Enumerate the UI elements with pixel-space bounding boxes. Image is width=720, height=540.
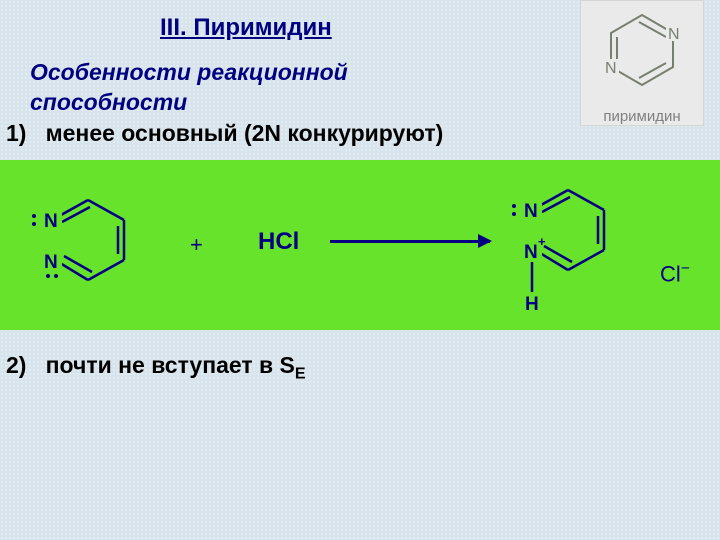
reactant-pyrimidine-icon: N N [20, 178, 160, 318]
cl-text: Cl [660, 261, 681, 286]
point2-text: почти не вступает в S [46, 352, 295, 378]
svg-text:N: N [524, 242, 538, 263]
bullet-point-1: 1) менее основный (2N конкурируют) [6, 120, 443, 147]
subtitle-line1: Особенности реакционной [30, 59, 348, 85]
svg-text:N: N [524, 201, 538, 222]
svg-text:H: H [525, 294, 539, 315]
reaction-arrow-icon [330, 240, 490, 243]
point1-num: 1) [6, 120, 26, 146]
svg-text:N: N [668, 26, 680, 43]
svg-text:N: N [44, 252, 58, 273]
svg-text:N: N [44, 211, 58, 232]
plus-sign: + [190, 232, 203, 258]
product-pyrimidinium-icon: N N + H [500, 170, 640, 330]
reaction-scheme: N N + HCl N N + H Cl− [0, 160, 720, 330]
svg-text:+: + [538, 234, 546, 249]
chloride-anion: Cl− [660, 260, 690, 287]
point2-sub: E [295, 365, 306, 383]
cl-charge: − [681, 260, 690, 277]
point1-text: менее основный (2N конкурируют) [46, 120, 444, 146]
section-title: III. Пиримидин [160, 14, 332, 42]
bullet-point-2: 2) почти не вступает в SE [6, 352, 306, 384]
corner-reference-box: N N пиримидин [580, 0, 704, 126]
pyrimidine-ref-icon: N N [581, 1, 703, 101]
reagent-hcl: HCl [258, 228, 299, 256]
point2-num: 2) [6, 352, 26, 378]
subtitle-line2: способности [30, 89, 187, 115]
subtitle: Особенности реакционной способности [30, 58, 348, 118]
corner-label: пиримидин [581, 108, 703, 125]
svg-text:N: N [605, 60, 617, 77]
